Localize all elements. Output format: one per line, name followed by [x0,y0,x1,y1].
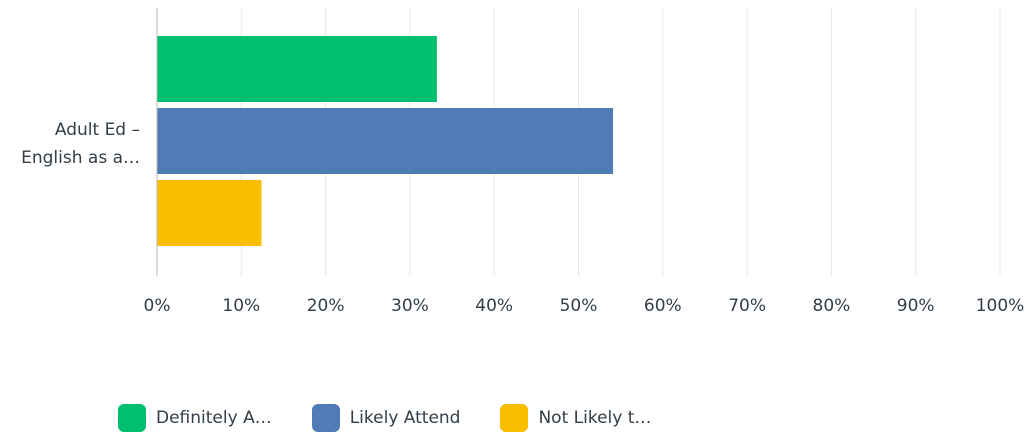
legend-item-likely[interactable]: Likely Attend [311,404,461,432]
category-label: Adult Ed – English as a… [21,120,140,168]
legend: Definitely A… Likely Attend Not Likely t… [118,404,691,432]
x-tick-label: 20% [307,296,345,316]
x-tick-label: 70% [728,296,766,316]
bar-definitely-a[interactable] [157,36,437,102]
legend-swatch-definitely [118,404,146,432]
x-tick-label: 40% [475,296,513,316]
bar-likely-attend[interactable] [157,108,614,174]
legend-label-definitely: Definitely A… [156,408,272,428]
legend-label-not-likely: Not Likely t… [538,408,652,428]
x-tick-label: 80% [813,296,851,316]
x-tick-label: 60% [644,296,682,316]
legend-swatch-not-likely [500,404,529,432]
x-tick-label: 10% [222,296,260,316]
legend-swatch-likely [311,404,340,432]
legend-item-definitely[interactable]: Definitely A… [118,404,272,432]
x-tick-label: 50% [560,296,598,316]
legend-item-not-likely[interactable]: Not Likely t… [500,404,651,432]
x-tick-label: 100% [976,296,1025,316]
legend-label-likely: Likely Attend [349,408,461,428]
x-tick-label: 30% [391,296,429,316]
x-tick-label: 90% [897,296,935,316]
x-tick-label: 0% [144,296,171,316]
bar-not-likely-t[interactable] [157,180,262,246]
